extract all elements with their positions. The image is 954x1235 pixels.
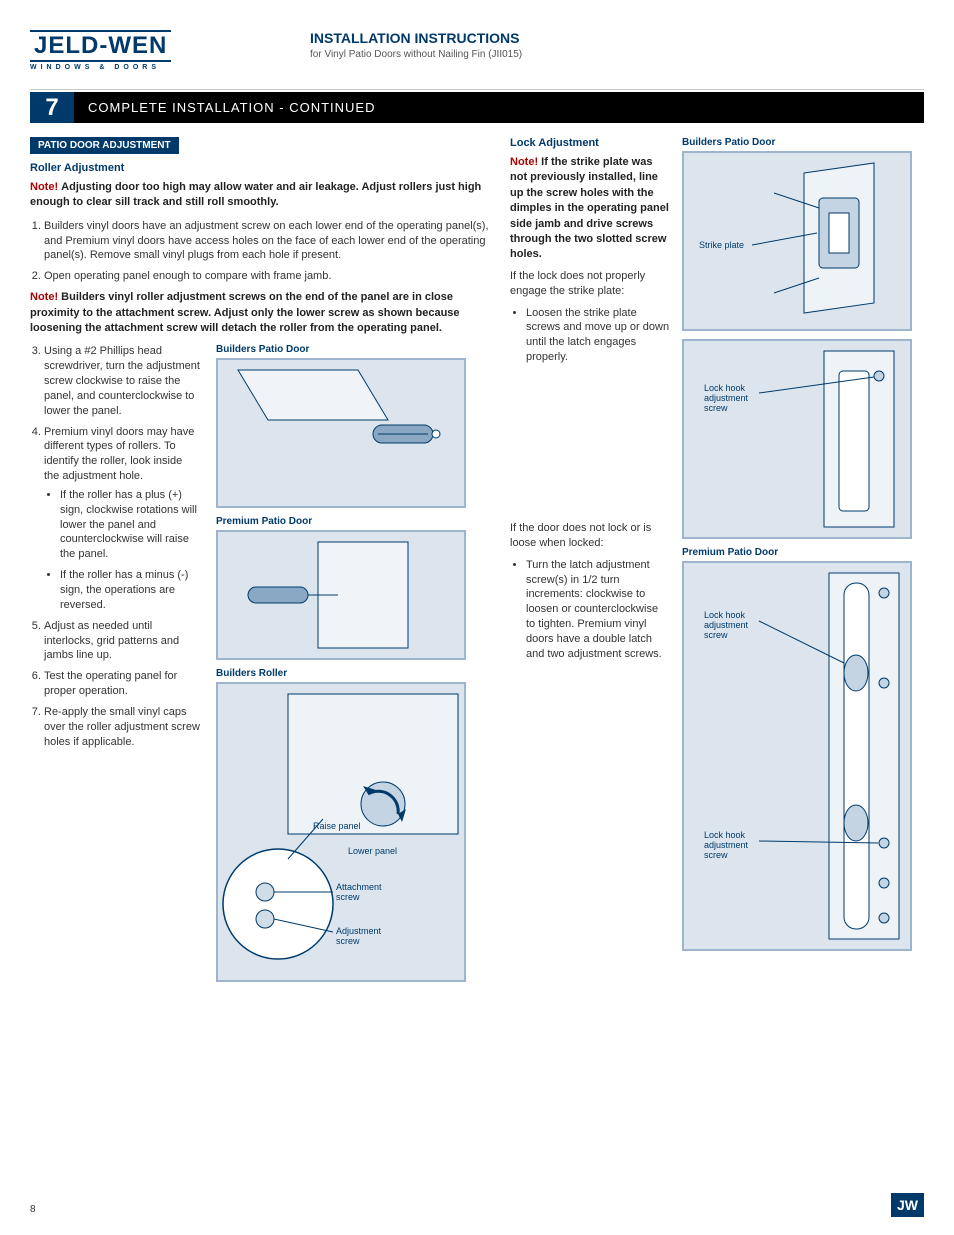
roller-figures-column: Builders Patio Door Premium Patio Door [216, 344, 466, 990]
roller-steps-column: Using a #2 Phillips head screwdriver, tu… [30, 344, 200, 990]
page-header: JELD-WEN WINDOWS & DOORS INSTALLATION IN… [30, 30, 924, 71]
fig-premium-patio-svg [218, 532, 464, 658]
doc-title: INSTALLATION INSTRUCTIONS [310, 30, 522, 46]
roller-step-7: Re-apply the small vinyl caps over the r… [44, 705, 200, 750]
lock-p1: If the lock does not properly engage the… [510, 269, 670, 300]
lower-panel-label: Lower panel [348, 846, 397, 856]
lock-hook-label-2: Lock hook [704, 610, 746, 620]
svg-text:adjustment: adjustment [704, 393, 749, 403]
roller-heading: Roller Adjustment [30, 162, 490, 174]
fig-builders-patio-label: Builders Patio Door [216, 344, 466, 355]
fig-lock-hook-builders-svg: Lock hook adjustment screw [684, 341, 910, 537]
strike-plate-label: Strike plate [699, 240, 744, 250]
roller-steps-rest: Using a #2 Phillips head screwdriver, tu… [30, 344, 200, 749]
svg-text:screw: screw [704, 850, 728, 860]
fig-r-premium-label: Premium Patio Door [682, 547, 912, 558]
lock-hook-label-3: Lock hook [704, 830, 746, 840]
section-bar: 7 COMPLETE INSTALLATION - CONTINUED [30, 89, 924, 123]
fig-strike-plate-svg: Strike plate [684, 153, 910, 329]
lock-p2: If the door does not lock or is loose wh… [510, 521, 670, 552]
lock-text-column: Lock Adjustment Note! If the strike plat… [510, 137, 670, 990]
roller-step-5: Adjust as needed until interlocks, grid … [44, 619, 200, 664]
page-number: 8 [30, 1204, 36, 1215]
svg-text:screw: screw [336, 892, 360, 902]
svg-text:adjustment: adjustment [704, 840, 749, 850]
fig-builders-roller-label: Builders Roller [216, 668, 466, 679]
fig-builders-roller: Raise panel Lower panel Attachment screw… [216, 682, 466, 982]
roller-steps-top: Builders vinyl doors have an adjustment … [30, 219, 490, 284]
roller-step-3: Using a #2 Phillips head screwdriver, tu… [44, 344, 200, 418]
fig-premium-patio-label: Premium Patio Door [216, 516, 466, 527]
roller-step-4: Premium vinyl doors may have different t… [44, 425, 200, 613]
lock-figures-column: Builders Patio Door Strike plate [682, 137, 912, 990]
svg-text:screw: screw [704, 403, 728, 413]
step-title: COMPLETE INSTALLATION - CONTINUED [74, 92, 924, 123]
fig-builders-roller-svg: Raise panel Lower panel Attachment screw… [218, 684, 464, 980]
svg-text:screw: screw [336, 936, 360, 946]
svg-text:screw: screw [704, 630, 728, 640]
brand-logo: JELD-WEN WINDOWS & DOORS [30, 30, 230, 71]
brand-subtitle: WINDOWS & DOORS [30, 64, 230, 71]
fig-lock-hook-premium-svg: Lock hook adjustment screw Lock hook adj… [684, 563, 910, 949]
roller-step-1: Builders vinyl doors have an adjustment … [44, 219, 490, 264]
fig-builders-patio [216, 358, 466, 508]
roller-note2: Note! Builders vinyl roller adjustment s… [30, 290, 490, 336]
footer-logo: JW [891, 1193, 924, 1217]
roller-note1: Note! Adjusting door too high may allow … [30, 180, 490, 211]
roller-step-4b: If the roller has a minus (-) sign, the … [60, 568, 200, 613]
adjustment-screw-label: Adjustment [336, 926, 382, 936]
step-number: 7 [30, 92, 74, 123]
fig-builders-patio-svg [218, 360, 464, 506]
subheader-patio-adjustment: PATIO DOOR ADJUSTMENT [30, 137, 179, 154]
attachment-screw-label: Attachment [336, 882, 382, 892]
lock-heading: Lock Adjustment [510, 137, 670, 149]
header-title-block: INSTALLATION INSTRUCTIONS for Vinyl Pati… [310, 30, 522, 68]
lock-b2: Turn the latch adjustment screw(s) in 1/… [526, 558, 670, 662]
brand-name: JELD-WEN [30, 30, 171, 62]
fig-strike-plate: Strike plate [682, 151, 912, 331]
fig-r-builders-label: Builders Patio Door [682, 137, 912, 148]
lock-b1: Loosen the strike plate screws and move … [526, 306, 670, 365]
fig-lock-hook-builders: Lock hook adjustment screw [682, 339, 912, 539]
roller-step-2: Open operating panel enough to compare w… [44, 269, 490, 284]
roller-step-4a: If the roller has a plus (+) sign, clock… [60, 488, 200, 562]
raise-panel-label: Raise panel [313, 821, 361, 831]
fig-premium-patio [216, 530, 466, 660]
svg-text:adjustment: adjustment [704, 620, 749, 630]
lock-note: Note! If the strike plate was not previo… [510, 155, 670, 263]
lock-bullets-2: Turn the latch adjustment screw(s) in 1/… [510, 558, 670, 662]
lock-hook-label-1: Lock hook [704, 383, 746, 393]
lock-bullets-1: Loosen the strike plate screws and move … [510, 306, 670, 365]
doc-subtitle: for Vinyl Patio Doors without Nailing Fi… [310, 48, 522, 62]
roller-step-6: Test the operating panel for proper oper… [44, 669, 200, 699]
fig-lock-hook-premium: Lock hook adjustment screw Lock hook adj… [682, 561, 912, 951]
